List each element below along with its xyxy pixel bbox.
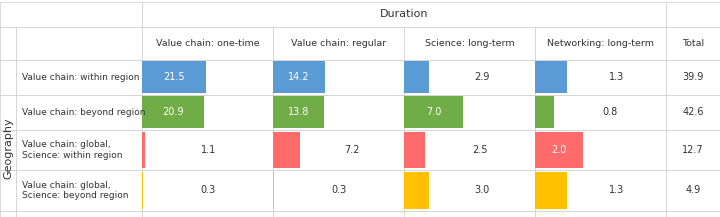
Text: 14.2: 14.2 — [289, 72, 310, 82]
Text: 39.9: 39.9 — [683, 72, 703, 82]
Text: 2.5: 2.5 — [472, 145, 488, 155]
Text: 1.3: 1.3 — [608, 185, 624, 195]
Text: Value chain: regular: Value chain: regular — [291, 39, 386, 48]
Text: Value chain: one-time: Value chain: one-time — [156, 39, 259, 48]
Text: 7.2: 7.2 — [344, 145, 359, 155]
Text: 4.9: 4.9 — [685, 185, 701, 195]
Text: 0.3: 0.3 — [331, 185, 346, 195]
Text: 2.0: 2.0 — [552, 145, 567, 155]
Text: Duration: Duration — [379, 9, 428, 19]
Text: Value chain: global,
Science: beyond region: Value chain: global, Science: beyond reg… — [22, 181, 128, 200]
Text: 0.3: 0.3 — [200, 185, 215, 195]
Text: 1.1: 1.1 — [202, 145, 217, 155]
Text: 12.7: 12.7 — [682, 145, 704, 155]
Text: Value chain: global,
Science: within region: Value chain: global, Science: within reg… — [22, 140, 122, 160]
Text: 42.6: 42.6 — [683, 107, 703, 117]
Text: 0.8: 0.8 — [603, 107, 618, 117]
Text: Geography: Geography — [3, 117, 13, 179]
Text: 20.9: 20.9 — [162, 107, 184, 117]
Text: 21.5: 21.5 — [163, 72, 185, 82]
Text: 7.0: 7.0 — [426, 107, 441, 117]
Text: Total: Total — [682, 39, 704, 48]
Text: Value chain: beyond region: Value chain: beyond region — [22, 108, 145, 117]
Text: Value chain: within region: Value chain: within region — [22, 73, 139, 82]
Text: 13.8: 13.8 — [288, 107, 309, 117]
Text: 3.0: 3.0 — [474, 185, 490, 195]
Text: Networking: long-term: Networking: long-term — [547, 39, 654, 48]
Text: Science: long-term: Science: long-term — [425, 39, 514, 48]
Text: 1.3: 1.3 — [608, 72, 624, 82]
Text: 2.9: 2.9 — [474, 72, 490, 82]
